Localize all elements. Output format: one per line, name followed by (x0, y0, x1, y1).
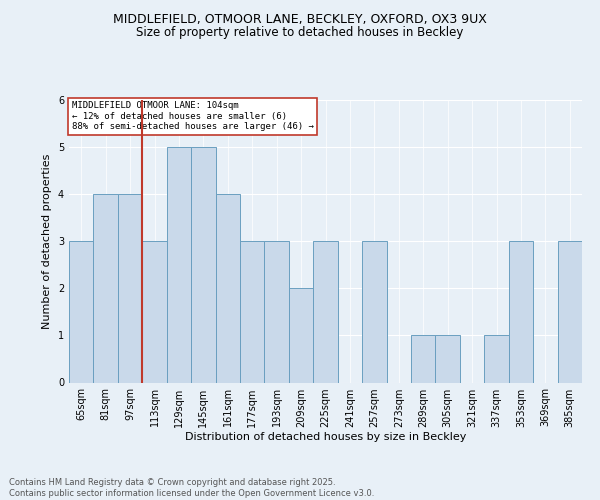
Bar (557, 242, 582, 382)
Bar (167, 147, 191, 382)
Bar (94, 194, 118, 382)
Bar (436, 336, 460, 382)
X-axis label: Distribution of detached houses by size in Beckley: Distribution of detached houses by size … (185, 432, 466, 442)
Bar (362, 242, 386, 382)
Bar (142, 242, 167, 382)
Bar (265, 242, 289, 382)
Text: MIDDLEFIELD OTMOOR LANE: 104sqm
← 12% of detached houses are smaller (6)
88% of : MIDDLEFIELD OTMOOR LANE: 104sqm ← 12% of… (71, 102, 313, 131)
Bar (313, 242, 338, 382)
Bar (240, 242, 265, 382)
Bar (484, 336, 509, 382)
Y-axis label: Number of detached properties: Number of detached properties (43, 154, 52, 329)
Text: Contains HM Land Registry data © Crown copyright and database right 2025.
Contai: Contains HM Land Registry data © Crown c… (9, 478, 374, 498)
Bar (215, 194, 240, 382)
Text: Size of property relative to detached houses in Beckley: Size of property relative to detached ho… (136, 26, 464, 39)
Bar (411, 336, 436, 382)
Bar (69, 242, 94, 382)
Bar (118, 194, 142, 382)
Bar (191, 147, 215, 382)
Bar (289, 288, 313, 382)
Text: MIDDLEFIELD, OTMOOR LANE, BECKLEY, OXFORD, OX3 9UX: MIDDLEFIELD, OTMOOR LANE, BECKLEY, OXFOR… (113, 12, 487, 26)
Bar (509, 242, 533, 382)
